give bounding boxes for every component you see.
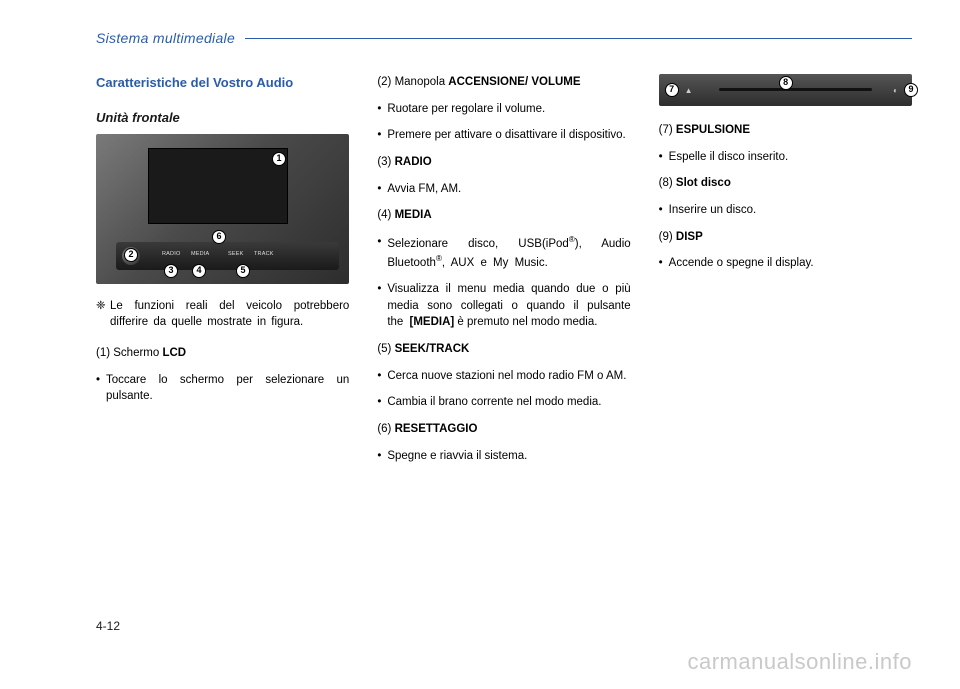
head-unit-photo: RADIO MEDIA SEEK TRACK 1 2 3 4 5 6	[96, 134, 349, 284]
page-header: Sistema multimediale	[96, 30, 912, 46]
item-1-bullet: Toccare lo schermo per selezionare un pu…	[96, 372, 349, 405]
item-7-heading: (7) ESPULSIONE	[659, 122, 912, 139]
label-radio: RADIO	[162, 251, 180, 259]
content-columns: Caratteristiche del Vostro Audio Unità f…	[96, 74, 912, 474]
item-6-bold: RESETTAGGIO	[395, 423, 478, 435]
item-9-list: Accende o spegne il display.	[659, 255, 912, 272]
item-5-b1: Cerca nuove stazioni nel modo radio FM o…	[377, 368, 630, 385]
item-8-list: Inserire un disco.	[659, 202, 912, 219]
callout-3: 3	[164, 264, 178, 278]
item-3-list: Avvia FM, AM.	[377, 181, 630, 198]
item-7-b1: Espelle il disco inserito.	[659, 149, 912, 166]
header-title: Sistema multimediale	[96, 30, 235, 46]
item-1-list: Toccare lo schermo per selezionare un pu…	[96, 372, 349, 405]
item-5-pre: (5)	[377, 343, 394, 355]
watermark: carmanualsonline.info	[687, 649, 912, 675]
header-rule	[245, 38, 912, 39]
item-8-pre: (8)	[659, 177, 676, 189]
item-4-list: Selezionare disco, USB(iPod®), Audio Blu…	[377, 234, 630, 331]
callout-6: 6	[212, 230, 226, 244]
item-2-bold: ACCENSIONE/ VOLUME	[448, 76, 580, 88]
disc-slot	[719, 88, 872, 91]
item-9-pre: (9)	[659, 231, 676, 243]
item-3-b1: Avvia FM, AM.	[377, 181, 630, 198]
column-3: ▲ ◐ 7 8 9 (7) ESPULSIONE Espelle il disc…	[659, 74, 912, 474]
column-1: Caratteristiche del Vostro Audio Unità f…	[96, 74, 349, 474]
page-number: 4-12	[96, 619, 120, 633]
item-4-heading: (4) MEDIA	[377, 207, 630, 224]
item-4-pre: (4)	[377, 209, 394, 221]
item-8-b1: Inserire un disco.	[659, 202, 912, 219]
disc-slot-photo: ▲ ◐ 7 8 9	[659, 74, 912, 106]
item-7-bold: ESPULSIONE	[676, 124, 750, 136]
item-9-b1: Accende o spegne il display.	[659, 255, 912, 272]
item-6-pre: (6)	[377, 423, 394, 435]
item-3-heading: (3) RADIO	[377, 154, 630, 171]
item-6-b1: Spegne e riavvia il sistema.	[377, 448, 630, 465]
item-2-b2: Premere per attivare o disattivare il di…	[377, 127, 630, 144]
callout-1: 1	[272, 152, 286, 166]
callout-7: 7	[665, 83, 679, 97]
item-7-pre: (7)	[659, 124, 676, 136]
item-5-list: Cerca nuove stazioni nel modo radio FM o…	[377, 368, 630, 411]
item-2-list: Ruotare per regolare il volume. Premere …	[377, 101, 630, 144]
item-4-b2-bold: [MEDIA]	[410, 316, 455, 328]
label-media: MEDIA	[191, 251, 209, 259]
item-2-pre: (2) Manopola	[377, 76, 448, 88]
item-1-pre: (1) Schermo	[96, 347, 162, 359]
item-7-list: Espelle il disco inserito.	[659, 149, 912, 166]
item-1-bold: LCD	[162, 347, 186, 359]
note-text: Le funzioni reali del veicolo potrebbero…	[110, 298, 349, 331]
label-seek: SEEK	[228, 251, 243, 259]
item-6-heading: (6) RESETTAGGIO	[377, 421, 630, 438]
item-4-b2: Visualizza il menu media quando due o pi…	[377, 281, 630, 331]
item-2-b1: Ruotare per regolare il volume.	[377, 101, 630, 118]
item-6-list: Spegne e riavvia il sistema.	[377, 448, 630, 465]
item-5-b2: Cambia il brano corrente nel modo media.	[377, 394, 630, 411]
callout-8: 8	[779, 76, 793, 90]
item-4-b2-post: è premuto nel modo media.	[454, 316, 597, 328]
callout-5: 5	[236, 264, 250, 278]
item-1-heading: (1) Schermo LCD	[96, 345, 349, 362]
section-title: Caratteristiche del Vostro Audio	[96, 74, 349, 93]
item-4-bold: MEDIA	[395, 209, 432, 221]
lcd-screen	[148, 148, 288, 224]
disp-icon: ◐	[893, 85, 898, 97]
item-9-heading: (9) DISP	[659, 229, 912, 246]
column-2: (2) Manopola ACCENSIONE/ VOLUME Ruotare …	[377, 74, 630, 474]
item-8-bold: Slot disco	[676, 177, 731, 189]
label-track: TRACK	[254, 251, 274, 259]
item-9-bold: DISP	[676, 231, 703, 243]
callout-9: 9	[904, 83, 918, 97]
item-5-bold: SEEK/TRACK	[395, 343, 470, 355]
eject-icon: ▲	[685, 85, 693, 97]
item-3-bold: RADIO	[395, 156, 432, 168]
callout-4: 4	[192, 264, 206, 278]
subsection-title: Unità frontale	[96, 109, 349, 128]
page: Sistema multimediale Caratteristiche del…	[0, 0, 960, 689]
item-4-b1: Selezionare disco, USB(iPod®), Audio Blu…	[377, 234, 630, 271]
item-5-heading: (5) SEEK/TRACK	[377, 341, 630, 358]
item-2-heading: (2) Manopola ACCENSIONE/ VOLUME	[377, 74, 630, 91]
note-symbol: ❈	[96, 298, 110, 331]
callout-2: 2	[124, 248, 138, 262]
item-8-heading: (8) Slot disco	[659, 175, 912, 192]
figure-note: ❈ Le funzioni reali del veicolo potrebbe…	[96, 298, 349, 331]
item-3-pre: (3)	[377, 156, 394, 168]
